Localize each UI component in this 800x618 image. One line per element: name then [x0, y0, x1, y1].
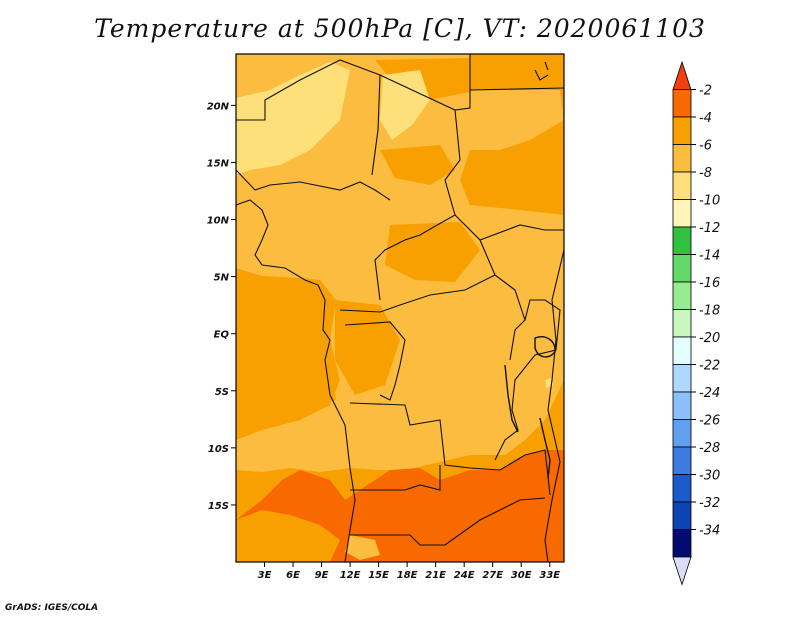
colorbar-label: -12	[699, 221, 720, 236]
border-north-east	[379, 54, 564, 111]
colorbar-label: -24	[699, 386, 720, 401]
colorbar: -2 -4 -6 -8 -10 -12 -14 -16 -18 -20 -22 -24 -26 -28 -3…	[672, 60, 720, 586]
lat-tick-label: 10S	[208, 444, 229, 455]
field-warm-south-spot	[345, 535, 380, 560]
lon-tick-label: 24E	[454, 570, 475, 581]
field-patch-east	[490, 150, 564, 205]
lat-tick-label: EQ	[214, 330, 230, 341]
colorbar-label: -32	[699, 496, 720, 511]
colorbar-label: -10	[699, 194, 720, 209]
field-patch-center	[380, 145, 455, 185]
colorbar-label: -4	[699, 111, 712, 126]
colorbar-swatch	[672, 529, 692, 558]
border-sahel	[236, 169, 391, 201]
lat-tick-label: 20N	[207, 101, 230, 112]
colorbar-label: -30	[699, 469, 720, 484]
lon-tick-label: 12E	[340, 570, 361, 581]
lat-tick-label: 5S	[215, 387, 229, 398]
border-sahara-west	[236, 59, 381, 176]
colorbar-swatch	[672, 226, 692, 255]
colorbar-label: -18	[699, 304, 720, 319]
lon-tick-label: 33E	[539, 570, 560, 581]
colorbar-swatch	[672, 336, 692, 365]
colorbar-swatch	[672, 364, 692, 393]
lon-tick-label: 27E	[482, 570, 503, 581]
colorbar-swatch	[672, 281, 692, 310]
colorbar-label: -26	[699, 414, 720, 429]
colorbar-swatch	[672, 501, 692, 530]
colorbar-label: -22	[699, 359, 720, 374]
longitude-axis: 3E 6E 9E 12E 15E 18E 21E 24E 27E 30E 33E	[258, 562, 560, 581]
colorbar-label: -16	[699, 276, 720, 291]
lon-tick-label: 30E	[511, 570, 532, 581]
colorbar-label: -6	[699, 139, 712, 154]
colorbar-swatch	[672, 171, 692, 200]
lake-malawi	[539, 417, 551, 479]
lat-tick-label: 10N	[207, 216, 230, 227]
colorbar-swatch	[672, 116, 692, 145]
field-light-north-sahara	[380, 70, 430, 140]
field-patch-congo	[335, 300, 400, 395]
lon-tick-label: 18E	[397, 570, 418, 581]
colorbar-arrow-top	[672, 60, 692, 90]
colorbar-swatch	[672, 199, 692, 228]
red-sea-coast	[534, 61, 549, 81]
coastline-east	[544, 249, 564, 562]
lake-shore-east	[494, 299, 561, 461]
field-warm-south-lighter	[236, 510, 340, 562]
colorbar-swatch	[672, 254, 692, 283]
colorbar-label: -34	[699, 524, 720, 539]
colorbar-swatch	[672, 391, 692, 420]
border-east	[374, 109, 461, 301]
map-title: Temperature at 500hPa [C], VT: 202006110…	[94, 14, 706, 43]
grads-credit: GrADS: IGES/COLA	[5, 603, 99, 613]
colorbar-label: -28	[699, 441, 720, 456]
field-light-northwest	[236, 62, 350, 175]
colorbar-swatch	[672, 446, 692, 475]
colorbar-label: -8	[699, 166, 712, 181]
lat-tick-label: 15N	[207, 158, 230, 169]
lon-tick-label: 9E	[315, 570, 329, 581]
colorbar-swatch	[672, 309, 692, 338]
colorbar-swatch	[672, 144, 692, 173]
lon-tick-label: 6E	[286, 570, 300, 581]
colorbar-label: -2	[699, 84, 712, 99]
colorbar-swatch	[672, 474, 692, 503]
lon-tick-label: 21E	[425, 570, 446, 581]
lat-tick-label: 5N	[214, 273, 230, 284]
border-south-central	[349, 402, 551, 546]
field-patch-southwest-coast	[236, 276, 336, 430]
latitude-axis: 20N 15N 10N 5N EQ 5S 10S 15S	[207, 101, 236, 512]
temperature-field	[236, 54, 564, 562]
field-patch-central-africa	[385, 222, 480, 282]
boundaries	[236, 54, 564, 562]
colorbar-swatch	[672, 419, 692, 448]
coastline-west-africa	[236, 199, 356, 562]
lake-tanganyika	[504, 364, 519, 433]
colorbar-label: -20	[699, 331, 720, 346]
map-frame	[235, 53, 565, 563]
lon-tick-label: 15E	[368, 570, 389, 581]
border-congo	[339, 274, 496, 401]
lat-tick-label: 15S	[208, 501, 229, 512]
lon-tick-label: 3E	[258, 570, 272, 581]
colorbar-swatch	[672, 89, 692, 118]
colorbar-label: -14	[699, 249, 720, 264]
colorbar-arrow-bottom	[672, 556, 692, 586]
lake-victoria	[534, 336, 556, 358]
